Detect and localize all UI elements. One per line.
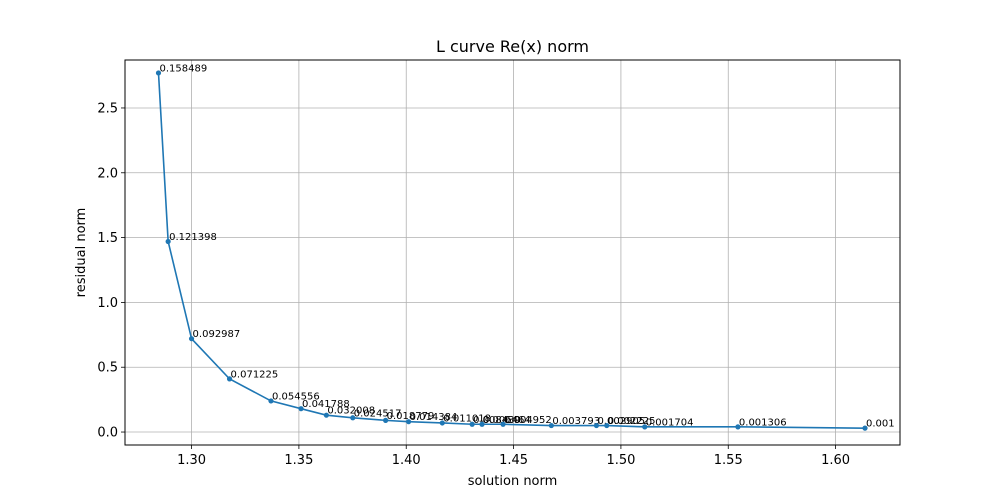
data-point — [642, 424, 648, 430]
data-point — [862, 425, 868, 431]
y-tick-label: 0.0 — [97, 426, 118, 441]
data-label: 0.008439 — [473, 415, 521, 426]
data-label: 0.071225 — [231, 369, 279, 380]
x-tick-label: 1.40 — [392, 453, 421, 468]
data-point — [500, 421, 506, 427]
y-tick-label: 1.0 — [97, 296, 118, 311]
data-label: 0.014384 — [410, 412, 458, 423]
data-label: 0.001306 — [739, 417, 787, 428]
data-label: 0.002905 — [597, 416, 645, 427]
data-label: 0.001704 — [646, 417, 694, 428]
data-label: 0.158489 — [159, 63, 207, 74]
data-label: 0.032008 — [327, 406, 375, 417]
data-point — [479, 421, 485, 427]
grid-lines — [125, 60, 900, 445]
data-point — [469, 421, 475, 427]
y-tick-label: 2.0 — [97, 166, 118, 181]
y-tick-label: 0.5 — [97, 361, 118, 376]
y-tick-label: 1.5 — [97, 231, 118, 246]
data-label: 0.054556 — [272, 391, 320, 402]
data-label: 0.092987 — [193, 329, 241, 340]
data-label: 0.121398 — [169, 232, 217, 243]
x-tick-label: 1.45 — [499, 453, 528, 468]
x-tick-label: 1.50 — [606, 453, 635, 468]
data-label: 0.004952 — [504, 415, 552, 426]
data-point — [604, 422, 610, 429]
data-point — [383, 417, 389, 423]
data-point — [350, 415, 356, 421]
x-axis: 1.30 1.35 1.40 1.45 1.50 1.55 1.60 — [177, 445, 850, 468]
data-label: 0.024517 — [354, 408, 402, 419]
data-label: 0.011018 — [443, 413, 491, 424]
data-point — [165, 238, 171, 245]
data-point — [439, 420, 445, 426]
chart-title: L curve Re(x) norm — [436, 37, 589, 56]
data-point — [548, 422, 554, 429]
data-point — [323, 412, 329, 418]
data-point — [188, 336, 195, 342]
data-point — [735, 424, 741, 430]
data-label: 0.041788 — [302, 399, 350, 410]
data-point — [268, 398, 274, 404]
y-tick-label: 2.5 — [97, 101, 118, 116]
data-point — [593, 422, 600, 429]
data-point — [298, 406, 304, 412]
y-axis: 0.0 0.5 1.0 1.5 2.0 2.5 — [97, 101, 125, 441]
x-tick-label: 1.60 — [821, 453, 850, 468]
data-label: 0.003793 — [552, 416, 600, 427]
x-axis-label: solution norm — [468, 474, 558, 489]
data-point — [226, 376, 233, 382]
plot-frame — [124, 59, 901, 446]
y-axis-label: residual norm — [74, 208, 89, 298]
data-series: 0.158489 0.121398 0.092987 0.071225 0.054556… — [155, 63, 895, 431]
data-label: 0.006464 — [483, 415, 531, 426]
data-label: 0.018779 — [387, 411, 435, 422]
data-point — [405, 419, 412, 425]
data-point — [155, 70, 162, 76]
data-label: 0.002225 — [608, 416, 656, 427]
x-tick-label: 1.30 — [177, 453, 206, 468]
x-tick-label: 1.55 — [714, 453, 743, 468]
data-label: 0.001 — [866, 419, 895, 430]
x-tick-label: 1.35 — [284, 453, 313, 468]
